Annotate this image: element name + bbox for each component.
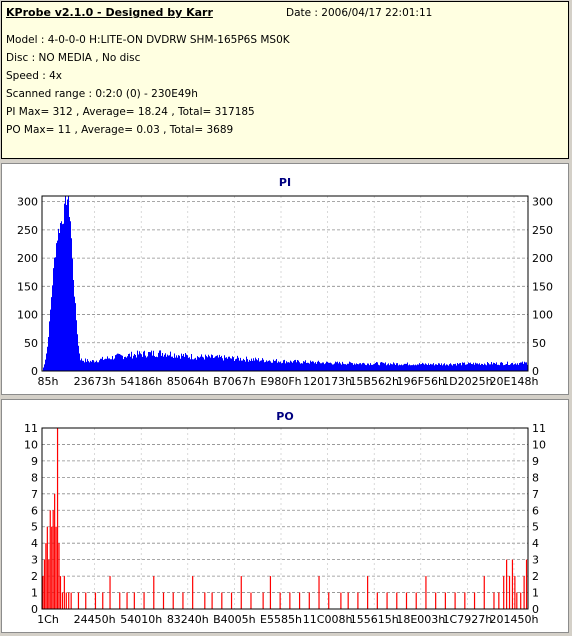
- disc-info: Disc : NO MEDIA , No disc: [6, 52, 141, 64]
- y-tick-label-right: 11: [532, 422, 546, 435]
- app-title: KProbe v2.1.0 - Designed by Karr: [6, 6, 213, 19]
- y-tick-label-left: 0: [31, 365, 38, 378]
- y-tick-label-left: 7: [31, 488, 38, 501]
- y-tick-label-right: 9: [532, 455, 539, 468]
- pi-chart-panel: PI 0 0 50 50 100 100 150 150 200 200 250 250 300 300 85…: [1, 163, 569, 395]
- pi-summary: PI Max= 312 , Average= 18.24 , Total= 31…: [6, 106, 255, 118]
- x-tick-label: 1D2025h: [442, 375, 492, 388]
- po-summary: PO Max= 11 , Average= 0.03 , Total= 3689: [6, 124, 234, 136]
- y-tick-label-right: 5: [532, 521, 539, 534]
- y-tick-label-right: 7: [532, 488, 539, 501]
- plot-area: [42, 196, 528, 371]
- y-tick-label-left: 3: [31, 554, 38, 567]
- po-chart-panel: PO 0 0 1 1 2 2 3 3 4 4 5 5 6 6 7 7 8 8 9 9 10 10 11 11 1Ch 24450h 5…: [1, 399, 569, 633]
- y-tick-label-left: 50: [24, 337, 38, 350]
- y-tick-label-right: 3: [532, 554, 539, 567]
- x-tick-label: 201450h: [490, 613, 539, 626]
- y-tick-label-left: 6: [31, 504, 38, 517]
- y-tick-label-left: 300: [17, 196, 38, 209]
- chart-title: PI: [279, 176, 291, 189]
- y-tick-label-right: 0: [532, 603, 539, 616]
- x-tick-label: 85064h: [167, 375, 209, 388]
- x-tick-label: 15B562h: [349, 375, 399, 388]
- x-tick-label: 24450h: [74, 613, 116, 626]
- plot-area: [42, 428, 528, 609]
- x-tick-label: 120173h: [303, 375, 352, 388]
- plot-border: [41, 195, 529, 372]
- y-tick-label-right: 100: [532, 309, 553, 322]
- plot-border: [41, 427, 529, 610]
- scanned-range: Scanned range : 0:2:0 (0) - 230E49h: [6, 88, 198, 100]
- y-tick-label-right: 2: [532, 570, 539, 583]
- x-tick-label: 85h: [38, 375, 59, 388]
- y-tick-label-left: 250: [17, 224, 38, 237]
- chart-title: PO: [276, 410, 293, 423]
- pi-chart: PI 0 0 50 50 100 100 150 150 200 200 250 250 300 300 85…: [17, 176, 553, 388]
- x-tick-label: B4005h: [213, 613, 256, 626]
- y-tick-label-right: 300: [532, 196, 553, 209]
- y-tick-label-right: 10: [532, 438, 546, 451]
- x-tick-label: 11C008h: [303, 613, 353, 626]
- x-tick-label: 23673h: [74, 375, 116, 388]
- y-tick-label-right: 250: [532, 224, 553, 237]
- x-tick-label: B7067h: [213, 375, 256, 388]
- y-tick-label-left: 10: [24, 438, 38, 451]
- x-tick-label: 196F56h: [397, 375, 445, 388]
- x-tick-label: 1C7927h: [443, 613, 493, 626]
- y-tick-label-right: 4: [532, 537, 539, 550]
- y-tick-label-left: 100: [17, 309, 38, 322]
- y-tick-label-left: 5: [31, 521, 38, 534]
- x-tick-label: 54010h: [120, 613, 162, 626]
- x-tick-label: E980Fh: [260, 375, 301, 388]
- y-tick-label-left: 4: [31, 537, 38, 550]
- y-tick-label-right: 150: [532, 280, 553, 293]
- x-tick-label: 54186h: [120, 375, 162, 388]
- x-tick-label: 83240h: [167, 613, 209, 626]
- y-tick-label-left: 2: [31, 570, 38, 583]
- y-tick-label-right: 8: [532, 471, 539, 484]
- y-tick-label-right: 50: [532, 337, 546, 350]
- y-tick-label-left: 0: [31, 603, 38, 616]
- info-panel: KProbe v2.1.0 - Designed by Karr Date : …: [1, 1, 569, 159]
- speed-info: Speed : 4x: [6, 70, 63, 82]
- y-tick-label-left: 11: [24, 422, 38, 435]
- y-tick-label-right: 0: [532, 365, 539, 378]
- x-tick-label: 18E003h: [396, 613, 445, 626]
- y-tick-label-left: 1: [31, 587, 38, 600]
- x-tick-label: 155615h: [350, 613, 399, 626]
- y-tick-label-right: 200: [532, 252, 553, 265]
- x-tick-label: 1Ch: [37, 613, 59, 626]
- x-tick-label: 20E148h: [490, 375, 539, 388]
- y-tick-label-left: 8: [31, 471, 38, 484]
- x-tick-label: E5585h: [260, 613, 302, 626]
- y-tick-label-left: 150: [17, 280, 38, 293]
- y-tick-label-left: 200: [17, 252, 38, 265]
- drive-model: Model : 4-0-0-0 H:LITE-ON DVDRW SHM-165P…: [6, 34, 290, 46]
- y-tick-label-right: 1: [532, 587, 539, 600]
- y-tick-label-left: 9: [31, 455, 38, 468]
- y-tick-label-right: 6: [532, 504, 539, 517]
- scan-date: Date : 2006/04/17 22:01:11: [286, 7, 433, 19]
